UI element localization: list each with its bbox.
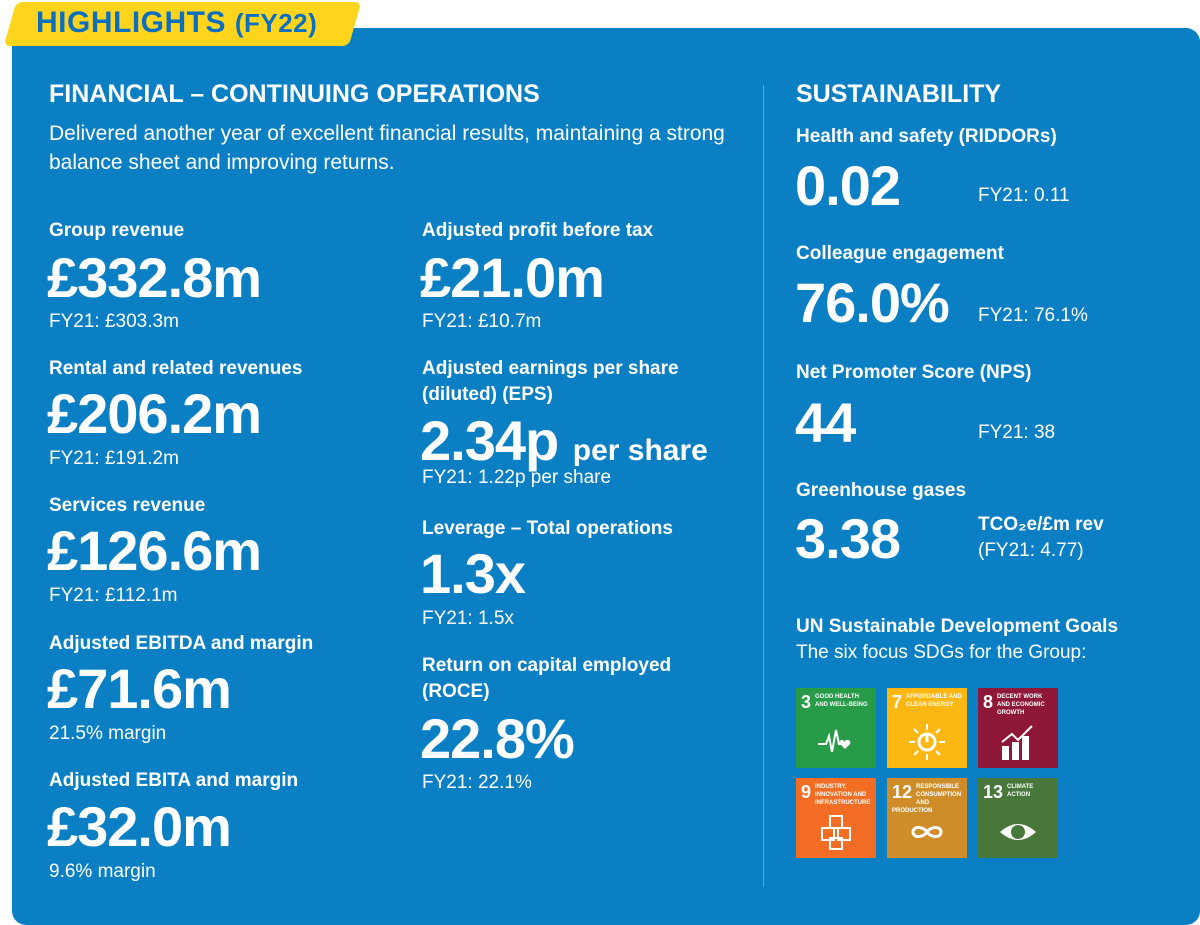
metric-value: £71.6m — [47, 657, 232, 720]
metric-sub: FY21: 22.1% — [422, 772, 532, 793]
sdg-tile-9: 9 Industry, innovation and infrastructure — [796, 778, 876, 858]
metric-value: £21.0m — [420, 246, 605, 309]
metric-unit: TCO₂e/£m rev — [978, 514, 1104, 535]
metric-label: Adjusted earnings per share — [422, 358, 679, 379]
financial-heading: FINANCIAL – CONTINUING OPERATIONS — [49, 80, 540, 108]
column-divider — [763, 85, 764, 887]
eps-value: 2.34p — [420, 409, 559, 472]
metric-sub: FY21: £303.3m — [49, 311, 179, 332]
metric-value: £206.2m — [47, 382, 262, 445]
header-title: HIGHLIGHTS (FY22) — [36, 6, 317, 40]
metric-value: £126.6m — [47, 519, 262, 582]
metric-sub: FY21: 76.1% — [978, 305, 1088, 326]
sdg-number: 12 — [892, 782, 913, 802]
sun-power-icon — [909, 724, 945, 760]
metric-value: 1.3x — [420, 542, 526, 605]
sdg-number: 7 — [892, 692, 903, 712]
eye-globe-icon — [1000, 824, 1036, 840]
title-period: (FY22) — [234, 8, 318, 38]
metric-sub: FY21: 38 — [978, 422, 1056, 443]
highlights-panel — [12, 28, 1200, 925]
metric-label: Rental and related revenues — [49, 358, 303, 379]
metric-value: 22.8% — [420, 707, 575, 770]
sdg-text: Affordable and clean energy — [906, 694, 962, 708]
metric-label: Greenhouse gases — [796, 480, 967, 501]
metric-sub: 9.6% margin — [49, 861, 156, 882]
metric-sub: FY21: 0.11 — [978, 185, 1070, 206]
heartbeat-icon — [818, 729, 851, 753]
metric-label: Adjusted EBITDA and margin — [49, 633, 314, 654]
metric-label: Net Promoter Score (NPS) — [796, 362, 1032, 383]
metric-label: Leverage – Total operations — [422, 518, 673, 539]
sdg-text: Industry, innovation and infrastructure — [815, 784, 871, 806]
sdg-number: 8 — [983, 692, 994, 712]
sdg-tile-12: 12 Responsible consumption and production — [887, 778, 967, 858]
growth-chart-icon — [1001, 725, 1033, 760]
sdg-number: 13 — [983, 782, 1004, 802]
metric-label: Adjusted EBITA and margin — [49, 770, 299, 791]
sdg-text: Climate action — [1007, 784, 1034, 798]
sdg-tile-3: 3 Good health and well-being — [796, 688, 876, 768]
metric-sub: FY21: £191.2m — [49, 448, 179, 469]
metric-label: Return on capital employed — [422, 655, 672, 676]
metric-label-2: (diluted) (EPS) — [422, 384, 553, 405]
title-text: HIGHLIGHTS — [36, 6, 226, 39]
sdg-number: 9 — [801, 782, 812, 802]
cubes-icon — [821, 815, 851, 850]
sdg-text: Good health and well-being — [815, 694, 868, 708]
metric-value: £32.0m — [47, 795, 232, 858]
metric-label: Colleague engagement — [796, 243, 1004, 264]
financial-intro: Delivered another year of excellent fina… — [49, 122, 725, 174]
metric-value: 44 — [795, 391, 856, 454]
metric-label: Group revenue — [49, 220, 185, 241]
metric-sub: 21.5% margin — [49, 723, 167, 744]
metric-value: 0.02 — [795, 154, 901, 217]
metric-label: Services revenue — [49, 495, 206, 516]
sdg-text: Responsible consumption and production — [892, 784, 962, 814]
metric-sub: FY21: £10.7m — [422, 311, 542, 332]
eps-unit: per share — [572, 434, 708, 467]
sdg-tile-13: 13 Climate action — [978, 778, 1058, 858]
metric-value: 3.38 — [795, 507, 901, 570]
metric-label: Health and safety (RIDDORs) — [796, 126, 1057, 147]
sdg-text: Decent work and economic growth — [997, 694, 1045, 716]
sustainability-heading: SUSTAINABILITY — [796, 80, 1002, 108]
sdg-number: 3 — [801, 692, 812, 712]
metric-label: Adjusted profit before tax — [422, 220, 654, 241]
metric-label-2: (ROCE) — [422, 681, 490, 702]
sdg-subheading: The six focus SDGs for the Group: — [796, 642, 1087, 663]
sdg-tile-7: 7 Affordable and clean energy — [887, 688, 967, 768]
metric-value: 76.0% — [795, 271, 950, 334]
infinity-icon — [911, 826, 943, 838]
metric-sub: FY21: £112.1m — [49, 585, 178, 606]
sdg-tile-8: 8 Decent work and economic growth — [978, 688, 1058, 768]
metric-sub: FY21: 1.22p per share — [422, 467, 612, 488]
metric-sub: FY21: 1.5x — [422, 608, 514, 629]
metric-sub: (FY21: 4.77) — [978, 540, 1084, 561]
metric-value: 2.34p per share — [420, 413, 708, 479]
sdg-heading: UN Sustainable Development Goals — [796, 616, 1119, 637]
metric-value: £332.8m — [47, 246, 262, 309]
